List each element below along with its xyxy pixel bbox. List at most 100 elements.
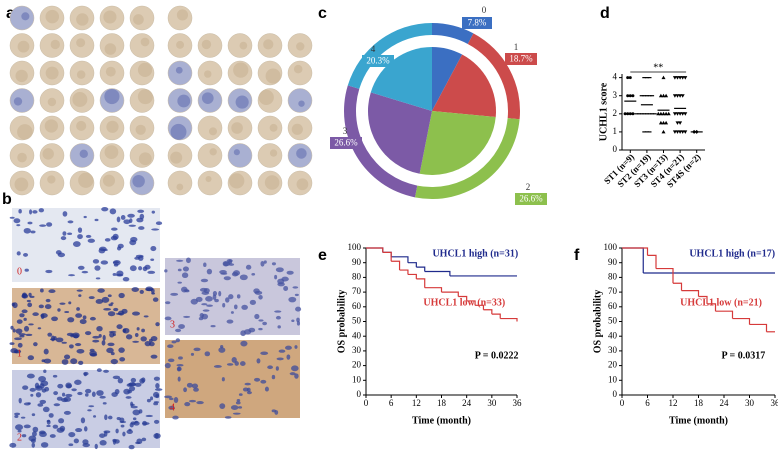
nucleus <box>239 274 248 281</box>
nucleus <box>21 434 27 438</box>
nucleus <box>260 260 265 267</box>
nucleus <box>123 219 131 225</box>
tissue-core-stain <box>72 92 88 107</box>
data-point <box>628 112 632 116</box>
panel-label: b <box>2 191 12 208</box>
nucleus <box>116 417 121 421</box>
nucleus <box>155 221 163 226</box>
nucleus <box>164 269 168 273</box>
nucleus <box>191 383 199 389</box>
nucleus <box>66 332 75 337</box>
tissue-core-stain <box>106 120 119 133</box>
nucleus <box>199 287 208 292</box>
data-point <box>626 76 630 80</box>
data-point <box>664 120 669 125</box>
nucleus <box>230 405 239 410</box>
nucleus <box>92 259 100 264</box>
nucleus <box>58 418 65 424</box>
data-point <box>664 111 669 116</box>
data-point <box>658 120 663 125</box>
y-tick-label: 10 <box>608 374 618 384</box>
nucleus <box>153 402 159 406</box>
nucleus <box>140 336 147 342</box>
tissue-core-stain <box>176 183 184 191</box>
nucleus <box>181 272 189 279</box>
nucleus <box>14 412 21 416</box>
nucleus <box>283 285 289 292</box>
micrograph-label: 1 <box>17 348 22 359</box>
nucleus <box>275 366 279 371</box>
x-axis-label: Time (month) <box>412 415 471 426</box>
nucleus <box>296 317 300 323</box>
nucleus <box>14 337 22 341</box>
survival-step <box>715 310 734 319</box>
data-point <box>675 130 680 134</box>
nucleus <box>126 429 133 434</box>
nucleus <box>12 302 18 309</box>
nucleus <box>223 261 231 267</box>
y-tick-label: 40 <box>608 330 618 340</box>
nucleus <box>42 406 50 413</box>
y-tick-label: 90 <box>352 257 362 267</box>
nucleus <box>145 288 153 292</box>
nucleus <box>263 260 267 264</box>
tissue-core-stain <box>78 172 94 188</box>
nucleus <box>38 376 47 382</box>
nucleus <box>271 374 276 380</box>
nucleus <box>258 294 263 300</box>
nucleus <box>87 409 92 412</box>
nucleus <box>226 319 234 324</box>
nucleus <box>264 386 269 392</box>
data-point <box>664 93 669 98</box>
data-point <box>661 129 666 134</box>
nucleus <box>52 374 58 378</box>
nucleus <box>210 324 216 328</box>
tissue-core-stain <box>42 148 54 160</box>
nucleus <box>122 431 126 437</box>
nucleus <box>141 437 147 442</box>
label-box <box>462 17 492 29</box>
nucleus <box>132 311 140 316</box>
tissue-core-stain <box>138 152 152 166</box>
micrograph <box>12 288 160 364</box>
series-label: UHCL1 high (n=31) <box>432 248 518 259</box>
nucleus <box>150 354 158 359</box>
survival-step <box>466 300 476 306</box>
survival-step <box>366 247 384 253</box>
nucleus <box>206 304 213 307</box>
nucleus <box>88 405 95 408</box>
nucleus <box>76 348 85 354</box>
y-tick-label: 0 <box>613 144 618 154</box>
nucleus <box>74 379 82 385</box>
tissue-core-stain <box>103 10 117 24</box>
series-label: UHCL1 low (n=21) <box>680 297 762 308</box>
nucleus <box>152 297 159 302</box>
data-point <box>634 113 639 115</box>
nucleus <box>164 362 171 369</box>
nucleus <box>164 395 173 399</box>
tissue-core-stain <box>258 89 274 105</box>
nucleus <box>251 273 256 276</box>
nucleus <box>245 264 252 270</box>
nucleus <box>96 326 103 332</box>
nucleus <box>240 340 248 347</box>
nucleus <box>175 328 182 333</box>
nucleus <box>188 399 197 403</box>
nucleus <box>12 328 16 333</box>
nucleus <box>72 241 81 247</box>
panel-label: a <box>6 5 15 22</box>
nucleus <box>223 276 231 281</box>
nucleus <box>101 296 110 303</box>
nucleus <box>112 375 121 380</box>
value-label: 20.3% <box>366 56 390 66</box>
survival-step <box>483 309 493 315</box>
data-point <box>680 130 685 134</box>
nucleus <box>275 267 284 273</box>
nucleus <box>75 313 83 318</box>
nucleus <box>74 343 82 347</box>
nucleus <box>107 415 113 420</box>
data-point <box>672 130 677 134</box>
series-label: UHCL1 high (n=17) <box>689 248 775 259</box>
nucleus <box>125 396 132 399</box>
nucleus <box>55 337 64 343</box>
